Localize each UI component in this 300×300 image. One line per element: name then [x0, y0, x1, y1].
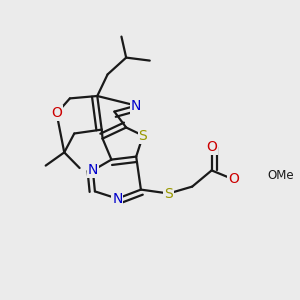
- Text: O: O: [228, 172, 239, 186]
- Text: N: N: [131, 99, 141, 112]
- Text: N: N: [112, 192, 122, 206]
- Text: S: S: [164, 187, 173, 200]
- Text: OMe: OMe: [268, 169, 294, 182]
- Text: O: O: [51, 106, 62, 120]
- Text: N: N: [88, 164, 98, 177]
- Text: S: S: [139, 129, 147, 142]
- Text: O: O: [206, 140, 217, 154]
